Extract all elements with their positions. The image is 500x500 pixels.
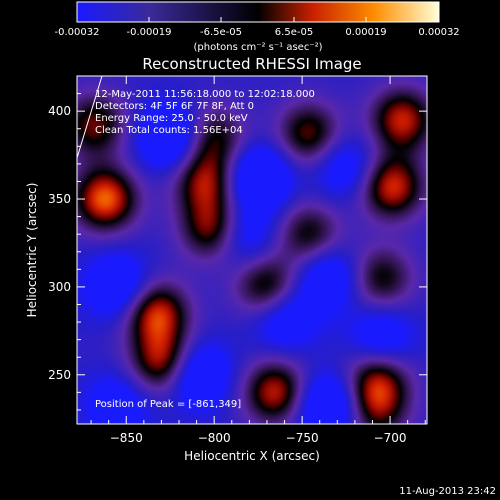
x-tick-label: −750: [286, 431, 319, 445]
peak-position-label: Position of Peak = [-861,349]: [95, 399, 241, 410]
info-line-detectors: Detectors: 4F 5F 6F 7F 8F, Att 0: [95, 101, 254, 112]
y-tick-label: 250: [48, 368, 71, 382]
y-axis-label: Heliocentric Y (arcsec): [25, 183, 39, 318]
x-tick-label: −800: [198, 431, 231, 445]
y-tick-label: 300: [48, 280, 71, 294]
x-tick-label: −850: [110, 431, 143, 445]
colorbar-ticks: [76, 17, 440, 22]
chart-title: Reconstructed RHESSI Image: [142, 55, 361, 73]
x-tick-label: −700: [374, 431, 407, 445]
colorbar-tick-label: 6.5e-05: [275, 27, 313, 38]
info-line-clean: Clean Total counts: 1.56E+04: [95, 125, 243, 136]
y-tick-label: 400: [48, 104, 71, 118]
heatmap-image: [77, 76, 427, 424]
axes: −850 −800 −750 −700 250 300 350 400: [48, 75, 427, 445]
colorbar-units-label: (photons cm⁻² s⁻¹ asec⁻²): [193, 42, 322, 53]
colorbar-tick-label: 0.00032: [418, 27, 459, 38]
plot-frame: [76, 75, 428, 425]
plot-timestamp: 11-Aug-2013 23:42: [399, 486, 496, 497]
colorbar-tick-label: -0.00032: [55, 27, 100, 38]
colorbar-tick-label: -6.5e-05: [200, 27, 242, 38]
y-tick-label: 350: [48, 192, 71, 206]
info-block: 12-May-2011 11:56:18.000 to 12:02:18.000…: [95, 89, 315, 136]
info-line-time: 12-May-2011 11:56:18.000 to 12:02:18.000: [95, 89, 315, 100]
x-axis-label: Heliocentric X (arcsec): [184, 449, 320, 463]
info-line-energy: Energy Range: 25.0 - 50.0 keV: [95, 113, 248, 124]
colorbar-gradient: [76, 1, 440, 23]
colorbar: -0.00032 -0.00019 -6.5e-05 6.5e-05 0.000…: [55, 1, 460, 53]
colorbar-tick-label: 0.00019: [345, 27, 386, 38]
solar-limb-line: [76, 75, 103, 159]
colorbar-tick-label: -0.00019: [127, 27, 172, 38]
